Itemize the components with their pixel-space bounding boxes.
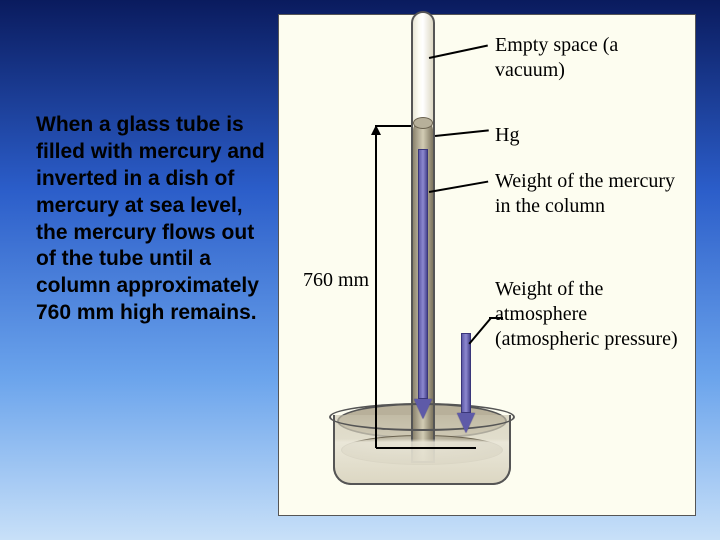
label-vacuum: Empty space (a vacuum) — [495, 33, 675, 83]
diagram-inner: 760 mm Empty space (a vacuum) Hg Weight … — [279, 15, 695, 515]
mercury-meniscus — [413, 117, 433, 129]
arrow-mercury-weight — [416, 149, 430, 419]
label-weight-column: Weight of the mercury in the column — [495, 169, 685, 219]
label-hg: Hg — [495, 123, 519, 148]
height-tick-bottom — [376, 447, 476, 449]
barometer-diagram: 760 mm Empty space (a vacuum) Hg Weight … — [278, 14, 696, 516]
body-text: When a glass tube is filled with mercury… — [36, 112, 266, 327]
leader-hg — [435, 129, 489, 136]
height-label: 760 mm — [303, 269, 369, 292]
height-tick-top — [376, 125, 411, 127]
label-weight-atm: Weight of the atmosphere (atmospheric pr… — [495, 277, 685, 352]
leader-vacuum — [429, 45, 488, 59]
leader-weight-column — [429, 181, 488, 193]
slide: When a glass tube is filled with mercury… — [0, 0, 720, 540]
height-line — [375, 125, 377, 448]
arrow-atmospheric-weight — [459, 333, 473, 433]
leader-weight-atm-a — [468, 317, 491, 344]
